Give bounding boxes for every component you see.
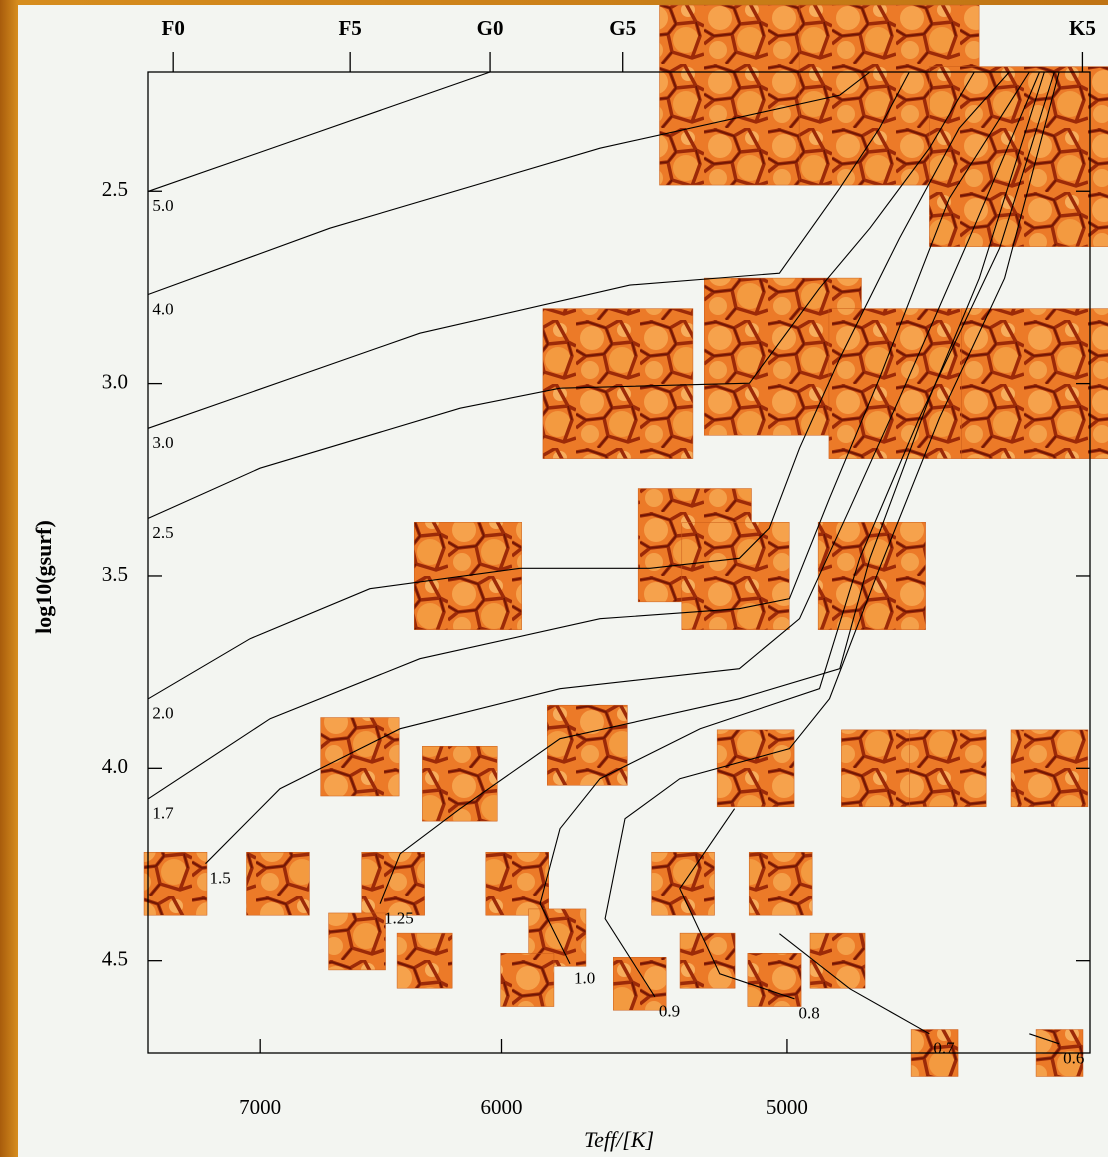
track-label: 4.0	[152, 299, 173, 318]
model-tile	[841, 730, 918, 807]
track-label: 1.7	[152, 804, 174, 823]
track-label: 0.8	[798, 1004, 819, 1023]
model-tile	[929, 67, 1108, 247]
track-label: 1.5	[209, 869, 230, 888]
model-tile	[422, 746, 497, 821]
chart: 5.0 4.0 3.0 2.5 2.0 1.7 1.5 1.25 1.0 0.9 0.8 0.7 0.6…	[0, 0, 1108, 1157]
top-tick-label: G5	[609, 16, 636, 40]
model-tile	[543, 309, 693, 459]
model-tile	[717, 730, 794, 807]
track-label: 5.0	[152, 196, 173, 215]
model-tile	[144, 852, 207, 915]
model-tile	[829, 309, 979, 459]
model-tile	[810, 933, 865, 988]
model-tile	[749, 852, 812, 915]
model-tile	[818, 522, 925, 629]
y-tick-label: 3.0	[102, 369, 128, 393]
page: Kiel diagram {"chart_data": { "type": "l…	[0, 0, 1108, 1157]
track-label: 0.7	[933, 1039, 955, 1058]
y-tick-label: 2.5	[102, 177, 128, 201]
track-label: 3.0	[152, 433, 173, 452]
model-tile	[362, 852, 425, 915]
model-tile	[680, 933, 735, 988]
track-label: 0.6	[1063, 1049, 1084, 1068]
top-tick-label: F5	[338, 16, 361, 40]
track-label: 2.5	[152, 523, 173, 542]
model-tile	[246, 852, 309, 915]
y-axis-label: log10(gsurf)	[31, 520, 56, 634]
x-tick-label: 5000	[766, 1095, 808, 1119]
model-tile	[329, 913, 386, 970]
model-tile	[397, 933, 452, 988]
track-label: 0.9	[659, 1002, 680, 1021]
x-tick-label: 6000	[481, 1095, 523, 1119]
track-label: 1.0	[574, 969, 595, 988]
page-body: 5.0 4.0 3.0 2.5 2.0 1.7 1.5 1.25 1.0 0.9 0.8 0.7 0.6…	[0, 0, 1108, 1157]
top-tick-label: G0	[477, 16, 504, 40]
y-tick-label: 4.0	[102, 754, 128, 778]
y-tick-label: 4.5	[102, 946, 128, 970]
model-tile	[909, 730, 986, 807]
model-tile	[547, 705, 627, 785]
top-tick-label: F0	[162, 16, 185, 40]
x-tick-label: 7000	[239, 1095, 281, 1119]
model-tile	[414, 522, 521, 629]
model-tile	[682, 522, 789, 629]
model-tile	[486, 852, 549, 915]
top-tick-label: K5	[1069, 16, 1096, 40]
x-axis-label: Teff/[K]	[584, 1127, 654, 1152]
model-tile	[501, 953, 554, 1006]
y-tick-label: 3.5	[102, 562, 128, 586]
model-tile	[321, 718, 399, 796]
track-label: 1.25	[384, 909, 414, 928]
track-label: 2.0	[152, 704, 173, 723]
